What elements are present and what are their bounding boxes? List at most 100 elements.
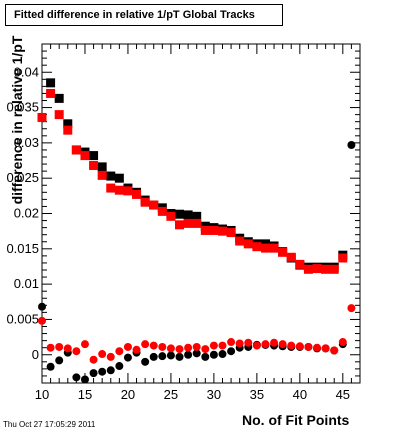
red-square-point [286,252,296,262]
red-circle-point [141,340,150,349]
red-circle-point [252,341,261,350]
red-circle-point [55,342,64,351]
red-square-point [252,242,262,252]
black-circle-point [46,362,55,371]
red-square-point [175,220,185,230]
red-square-point [37,112,47,122]
red-circle-point [278,340,287,349]
black-square-point [114,173,124,183]
red-circle-point [218,341,227,350]
red-square-point [295,259,305,269]
red-square-point [243,239,253,249]
black-circle-point [201,352,210,361]
red-circle-point [80,340,89,349]
red-square-point [312,264,322,274]
red-square-point [97,170,107,180]
black-circle-point [106,366,115,375]
red-square-point [123,186,133,196]
red-circle-point [321,344,330,353]
black-circle-point [192,349,201,358]
red-square-point [192,218,202,228]
red-circle-point [313,343,322,352]
red-square-point [114,185,124,195]
red-square-point [106,183,116,193]
red-circle-point [192,342,201,351]
x-tick-label: 25 [164,387,178,402]
black-square-point [97,162,107,172]
data-markers [37,78,356,384]
red-square-point [54,110,64,120]
black-square-point [175,209,185,219]
black-circle-point [80,375,89,384]
red-circle-point [261,340,270,349]
red-circle-point [184,343,193,352]
red-square-point [209,225,219,235]
red-circle-point [304,342,313,351]
red-circle-point [132,345,141,354]
red-circle-point [287,341,296,350]
black-circle-point [149,352,158,361]
y-tick-label: 0.015 [6,241,39,256]
black-circle-point [98,367,107,376]
black-circle-point [166,351,175,360]
x-tick-label: 10 [35,387,49,402]
x-tick-label: 40 [293,387,307,402]
x-axis-label: No. of Fit Points [242,412,350,428]
x-tick-label: 45 [336,387,350,402]
red-circle-point [244,338,253,347]
black-circle-point [141,357,150,366]
red-square-point [235,236,245,246]
red-circle-point [270,338,279,347]
red-square-point [200,225,210,235]
x-tick-label: 30 [207,387,221,402]
y-tick-label: 0 [32,347,39,362]
black-square-point [54,93,64,103]
red-square-point [303,264,313,274]
red-square-point [89,160,99,170]
black-square-point [63,119,73,129]
red-square-point [63,125,73,135]
red-circle-point [175,345,184,354]
red-square-point [269,243,279,253]
red-square-point [157,206,167,216]
red-circle-point [235,339,244,348]
timestamp: Thu Oct 27 17:05:29 2011 [3,420,96,429]
black-square-point [192,211,202,221]
red-square-point [338,253,348,263]
y-tick-label: 0.005 [6,311,39,326]
red-square-point [278,247,288,257]
black-circle-point [72,373,81,382]
black-square-point [106,171,116,181]
red-circle-point [63,344,72,353]
red-circle-point [347,304,356,313]
red-circle-point [123,342,132,351]
black-circle-point [115,362,124,371]
black-square-point [183,210,193,220]
red-circle-point [98,350,107,359]
red-circle-point [201,345,210,354]
red-circle-point [209,341,218,350]
red-circle-point [330,346,339,355]
red-square-point [321,264,331,274]
red-circle-point [338,338,347,347]
black-circle-point [227,347,236,356]
red-circle-point [72,347,81,356]
red-circle-point [295,342,304,351]
red-square-point [183,218,193,228]
x-tick-label: 20 [121,387,135,402]
black-circle-point [89,369,98,378]
red-circle-point [46,343,55,352]
red-circle-point [89,355,98,364]
red-square-point [140,197,150,207]
red-circle-point [149,341,158,350]
y-tick-label: 0.01 [14,276,39,291]
red-circle-point [115,347,124,356]
red-square-point [71,145,81,155]
y-tick-label: 0.035 [6,100,39,115]
red-circle-point [106,352,115,361]
chart-title: Fitted difference in relative 1/pT Globa… [5,4,283,26]
black-circle-point [175,352,184,361]
black-circle-point [347,140,356,149]
black-square-point [46,78,56,88]
red-square-point [132,189,142,199]
